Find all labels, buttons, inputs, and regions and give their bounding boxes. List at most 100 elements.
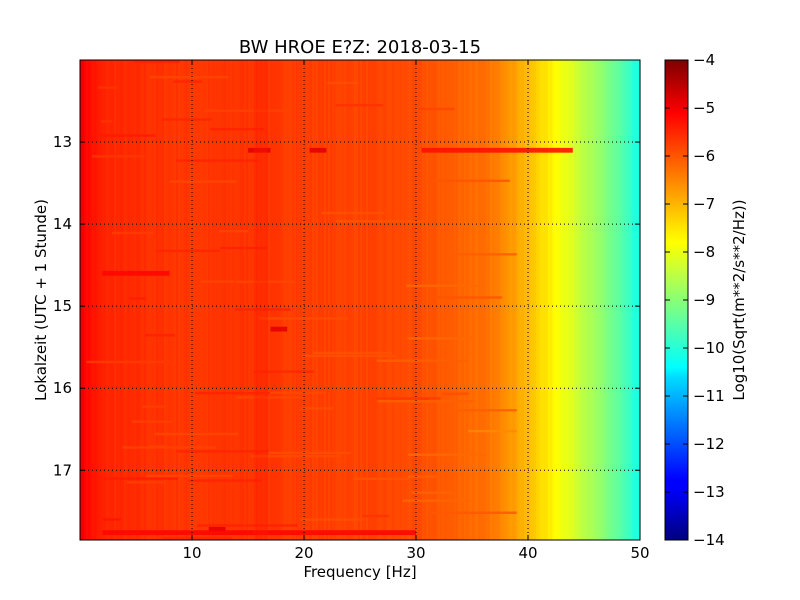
heatmap-streak xyxy=(235,280,296,284)
heatmap-column xyxy=(400,60,403,540)
heatmap-column xyxy=(414,60,417,540)
heatmap-column xyxy=(98,60,101,540)
heatmap-streak xyxy=(86,360,171,364)
heatmap-column xyxy=(148,60,151,540)
heatmap-column xyxy=(516,60,519,540)
heatmap-streak xyxy=(204,109,292,112)
heatmap-bright-spot xyxy=(270,326,288,332)
heatmap-column xyxy=(126,60,129,540)
heatmap-column xyxy=(430,60,433,540)
heatmap-column xyxy=(114,60,117,540)
heatmap-streak xyxy=(268,451,351,455)
heatmap-column xyxy=(382,60,385,540)
heatmap-column xyxy=(434,60,437,540)
heatmap-streak xyxy=(111,231,154,235)
heatmap-column xyxy=(384,60,387,540)
heatmap-column xyxy=(454,60,457,540)
heatmap-streak xyxy=(220,246,267,250)
colorbar-tick-label: −13 xyxy=(693,483,725,501)
heatmap-column xyxy=(234,60,237,540)
heatmap-column xyxy=(282,60,285,540)
heatmap-column xyxy=(260,60,263,540)
heatmap-streak xyxy=(210,127,265,131)
heatmap-column xyxy=(442,60,445,540)
heatmap-column xyxy=(320,60,323,540)
heatmap-column xyxy=(612,60,615,540)
plot-frame xyxy=(79,59,641,541)
heatmap-column xyxy=(396,60,399,540)
heatmap-column xyxy=(80,60,83,540)
heatmap-bright-spot xyxy=(421,147,573,153)
heatmap-streak xyxy=(405,284,483,288)
heatmap-column xyxy=(564,60,567,540)
heatmap-column xyxy=(236,60,239,540)
heatmap-column xyxy=(624,60,627,540)
heatmap-column xyxy=(520,60,523,540)
colorbar: −4 −5 −6 −7 −8 −9 −10 −11 −12 −13 −14 xyxy=(664,51,725,549)
heatmap-column xyxy=(350,60,353,540)
heatmap-column xyxy=(262,60,265,540)
heatmap-column xyxy=(630,60,633,540)
y-tick-label: 17 xyxy=(53,461,72,479)
heatmap-streak xyxy=(162,536,232,540)
heatmap-column xyxy=(496,60,499,540)
heatmap-column xyxy=(470,60,473,540)
heatmap-column xyxy=(278,60,281,540)
heatmap-column xyxy=(318,60,321,540)
heatmap-column xyxy=(552,60,555,540)
heatmap-streak xyxy=(97,477,178,480)
heatmap-streak xyxy=(149,445,167,448)
heatmap-column xyxy=(134,60,137,540)
heatmap-column xyxy=(490,60,493,540)
heatmap-column xyxy=(192,60,195,540)
heatmap-streak xyxy=(243,391,327,394)
heatmap-streak xyxy=(327,81,359,85)
heatmap-column xyxy=(560,60,563,540)
heatmap-column xyxy=(170,60,173,540)
heatmap-column xyxy=(156,60,159,540)
heatmap-column xyxy=(622,60,625,540)
heatmap-column xyxy=(472,60,475,540)
heatmap-column xyxy=(492,60,495,540)
heatmap-column xyxy=(394,60,397,540)
heatmap-column xyxy=(252,60,255,540)
heatmap-column xyxy=(528,60,531,540)
x-axis-ticks: 10 20 30 40 50 xyxy=(182,60,650,562)
heatmap-column xyxy=(584,60,587,540)
heatmap-streak xyxy=(418,107,455,111)
heatmap-column xyxy=(122,60,125,540)
heatmap-column xyxy=(218,60,221,540)
heatmap-column xyxy=(256,60,259,540)
heatmap-column xyxy=(300,60,303,540)
colorbar-tick-label: −4 xyxy=(693,51,715,69)
heatmap-streak xyxy=(258,317,348,320)
heatmap-streak xyxy=(218,230,249,233)
heatmap-column xyxy=(140,60,143,540)
heatmap-column xyxy=(408,60,411,540)
heatmap-column xyxy=(226,60,229,540)
heatmap-column xyxy=(352,60,355,540)
heatmap-column xyxy=(336,60,339,540)
heatmap-column xyxy=(92,60,95,540)
heatmap-column xyxy=(248,60,251,540)
heatmap-column xyxy=(548,60,551,540)
heatmap-column xyxy=(480,60,483,540)
heatmap-column xyxy=(626,60,629,540)
heatmap-streak xyxy=(102,518,121,521)
heatmap-column xyxy=(202,60,205,540)
heatmap-column xyxy=(512,60,515,540)
heatmap-column xyxy=(588,60,591,540)
heatmap-column xyxy=(82,60,85,540)
heatmap-column xyxy=(326,60,329,540)
heatmap-column xyxy=(412,60,415,540)
heatmap-column xyxy=(88,60,91,540)
heatmap-column xyxy=(136,60,139,540)
heatmap-column xyxy=(468,60,471,540)
heatmap-column xyxy=(602,60,605,540)
heatmap-streak xyxy=(122,446,216,449)
heatmap-column xyxy=(112,60,115,540)
heatmap-column xyxy=(306,60,309,540)
y-tick-label: 15 xyxy=(53,297,72,315)
heatmap-bright-spot xyxy=(253,60,269,540)
